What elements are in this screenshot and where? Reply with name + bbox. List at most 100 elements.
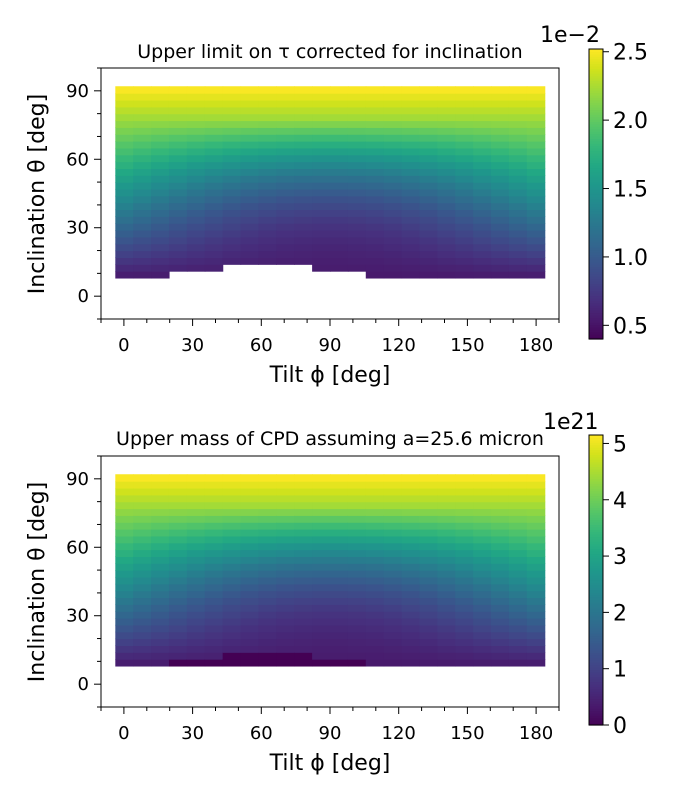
- heatmap-cell: [168, 250, 188, 258]
- heatmap-cell: [115, 216, 134, 224]
- heatmap-cell: [204, 583, 224, 592]
- heatmap-cell: [240, 542, 260, 551]
- heatmap-cell: [151, 99, 170, 108]
- heatmap-cell: [294, 216, 313, 224]
- heatmap-cell: [508, 168, 528, 176]
- heatmap-cell: [133, 99, 152, 108]
- heatmap-cell: [151, 659, 170, 667]
- heatmap-cell: [276, 257, 295, 265]
- heatmap-cell: [330, 522, 349, 530]
- heatmap-cell: [347, 556, 367, 564]
- heatmap-cell: [473, 257, 492, 265]
- colorbar-segment: [589, 177, 603, 181]
- heatmap-cell: [133, 529, 152, 537]
- heatmap-cell: [401, 257, 421, 265]
- heatmap-cell: [508, 86, 528, 94]
- colorbar-segment: [589, 203, 603, 207]
- colorbar-segment: [589, 172, 603, 176]
- heatmap-cell: [419, 195, 438, 204]
- heatmap-cell: [491, 182, 510, 190]
- heatmap-cell: [186, 216, 206, 224]
- top-x-label: Tilt ϕ [deg]: [269, 363, 391, 388]
- heatmap-cell: [455, 638, 474, 646]
- heatmap-cell: [473, 99, 492, 108]
- heatmap-cell: [222, 99, 242, 108]
- heatmap-cell: [222, 257, 242, 265]
- heatmap-cell: [294, 243, 313, 252]
- heatmap-cell: [419, 652, 438, 660]
- heatmap-cell: [455, 182, 474, 190]
- heatmap-cell: [526, 134, 546, 142]
- heatmap-cell: [294, 515, 313, 523]
- heatmap-cell: [115, 93, 134, 101]
- heatmap-cell: [437, 236, 456, 245]
- heatmap-cell: [312, 230, 331, 238]
- heatmap-cell: [330, 508, 349, 516]
- heatmap-cell: [455, 501, 474, 510]
- heatmap-cell: [383, 250, 403, 258]
- heatmap-cell: [133, 501, 152, 510]
- heatmap-cell: [330, 501, 349, 510]
- heatmap-cell: [133, 154, 152, 163]
- heatmap-cell: [151, 570, 170, 578]
- heatmap-cell: [258, 645, 277, 653]
- heatmap-cell: [401, 250, 421, 258]
- colorbar-segment: [589, 652, 603, 656]
- heatmap-cell: [455, 576, 474, 585]
- y-tick-label: 90: [66, 469, 89, 490]
- heatmap-cell: [133, 243, 152, 252]
- heatmap-cell: [294, 556, 313, 564]
- heatmap-cell: [419, 134, 438, 142]
- colorbar-segment: [589, 599, 603, 603]
- heatmap-cell: [401, 542, 421, 551]
- heatmap-cell: [473, 535, 492, 544]
- heatmap-cell: [312, 93, 331, 101]
- heatmap-cell: [347, 659, 367, 667]
- colorbar-segment: [589, 609, 603, 613]
- colorbar-segment: [589, 679, 603, 683]
- heatmap-cell: [383, 168, 403, 176]
- heatmap-cell: [491, 141, 510, 149]
- heatmap-cell: [419, 522, 438, 530]
- heatmap-cell: [222, 576, 242, 585]
- heatmap-cell: [347, 250, 367, 258]
- colorbar-segment: [589, 471, 603, 475]
- heatmap-cell: [455, 202, 474, 211]
- heatmap-cell: [151, 487, 170, 496]
- heatmap-cell: [115, 542, 134, 551]
- heatmap-cell: [294, 659, 313, 667]
- colorbar-segment: [589, 143, 603, 147]
- colorbar-segment: [589, 295, 603, 299]
- heatmap-cell: [401, 86, 421, 94]
- colorbar-segment: [589, 509, 603, 513]
- heatmap-cell: [115, 522, 134, 530]
- colorbar-segment: [589, 575, 603, 579]
- heatmap-cell: [455, 168, 474, 176]
- heatmap-cell: [133, 570, 152, 578]
- heatmap-cell: [401, 604, 421, 612]
- heatmap-cell: [312, 549, 331, 557]
- heatmap-cell: [365, 209, 385, 217]
- heatmap-cell: [186, 106, 206, 115]
- heatmap-cell: [508, 624, 528, 633]
- heatmap-cell: [526, 522, 546, 530]
- heatmap-cell: [526, 202, 546, 211]
- heatmap-cell: [204, 236, 224, 245]
- top-x-ticks: 0 30 60 90 120 150 180: [100, 319, 560, 356]
- heatmap-cell: [222, 563, 242, 571]
- heatmap-cell: [365, 93, 385, 101]
- heatmap-cell: [168, 556, 188, 564]
- heatmap-cell: [204, 134, 224, 142]
- colorbar-segment: [589, 625, 603, 629]
- heatmap-cell: [186, 542, 206, 551]
- heatmap-cell: [312, 529, 331, 537]
- heatmap-cell: [347, 168, 367, 176]
- heatmap-cell: [258, 481, 277, 489]
- heatmap-cell: [383, 223, 403, 231]
- heatmap-cell: [526, 188, 546, 197]
- heatmap-cell: [383, 611, 403, 619]
- heatmap-cell: [473, 583, 492, 592]
- heatmap-cell: [133, 120, 152, 128]
- heatmap-cell: [330, 257, 349, 265]
- heatmap-cell: [204, 494, 224, 503]
